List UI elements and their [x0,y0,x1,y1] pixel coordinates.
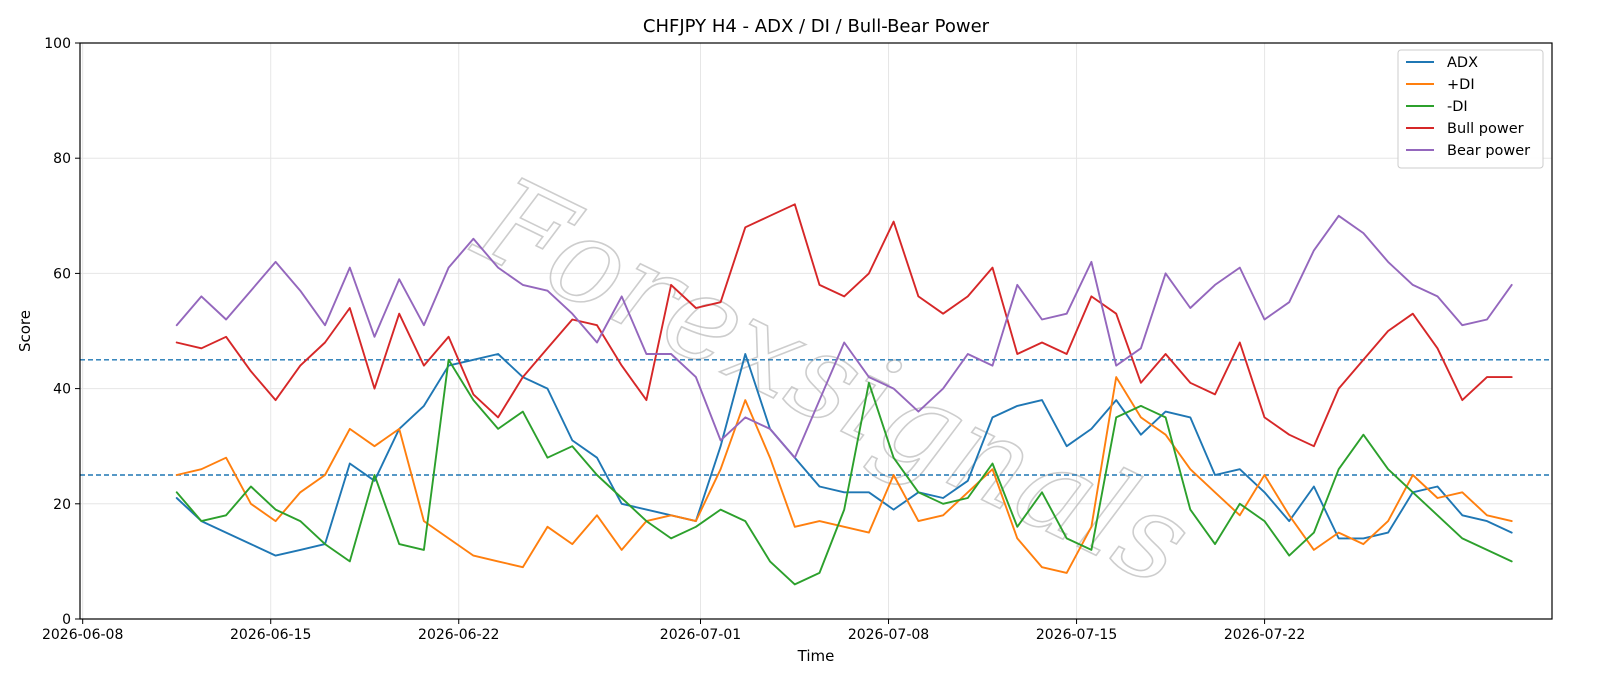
y-tick-label: 80 [53,151,71,167]
y-tick-label: 0 [62,612,71,628]
x-axis: 2026-06-08 2026-06-15 2026-06-22 2026-07-01… [42,619,1305,643]
x-axis-label: Time [797,647,835,665]
y-tick-label: 20 [53,497,71,513]
y-axis-label: Score [16,310,34,352]
legend-box [1397,49,1544,169]
reference-lines [80,359,1552,476]
legend: ADX +DI -DI Bull power Bear power [1397,49,1544,169]
x-tick-label: 2026-07-22 [1224,627,1305,643]
legend-label: ADX [1447,55,1478,71]
series-line-di [175,358,1513,586]
series-layer [175,203,1513,586]
legend-label: Bear power [1447,143,1530,159]
legend-label: -DI [1447,99,1468,115]
plot-frame [79,42,1553,620]
y-axis: 0 20 40 60 80 100 [44,36,80,628]
series-line-bull-power [175,203,1513,448]
y-tick-label: 100 [44,36,71,52]
series-line-bear-power [175,214,1513,459]
legend-label: Bull power [1447,121,1524,137]
x-tick-label: 2026-07-15 [1036,627,1117,643]
series-line-di [175,376,1513,574]
x-tick-label: 2026-07-01 [660,627,741,643]
x-tick-label: 2026-06-22 [418,627,499,643]
y-tick-label: 60 [53,266,71,282]
x-tick-label: 2026-06-15 [230,627,311,643]
x-tick-label: 2026-07-08 [848,627,929,643]
y-tick-label: 40 [53,382,71,398]
chart-title: CHFJPY H4 - ADX / DI / Bull-Bear Power [643,16,990,37]
legend-label: +DI [1447,77,1475,93]
x-tick-label: 2026-06-08 [42,627,123,643]
